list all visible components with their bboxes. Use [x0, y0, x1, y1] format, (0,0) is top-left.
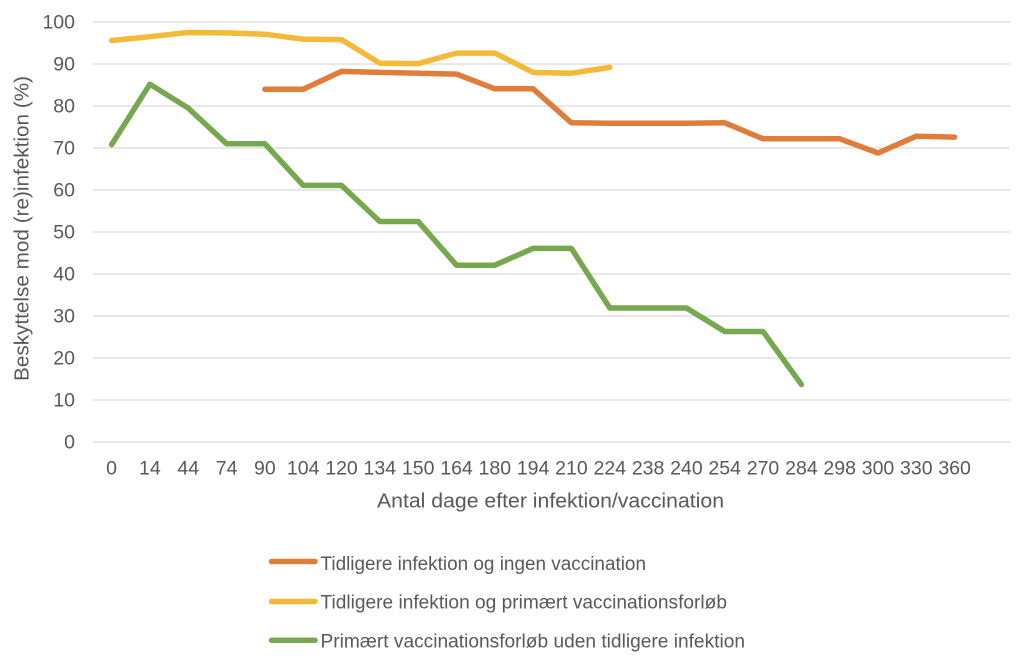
- svg-text:150: 150: [402, 457, 435, 479]
- svg-text:104: 104: [287, 457, 320, 479]
- svg-text:134: 134: [364, 457, 397, 479]
- svg-text:224: 224: [594, 457, 627, 479]
- svg-text:80: 80: [53, 96, 75, 118]
- svg-text:90: 90: [53, 54, 75, 76]
- svg-text:0: 0: [106, 457, 117, 479]
- svg-text:20: 20: [53, 348, 75, 370]
- svg-text:Primært vaccinationsforløb ude: Primært vaccinationsforløb uden tidliger…: [321, 632, 746, 653]
- svg-text:100: 100: [42, 12, 75, 34]
- svg-text:330: 330: [900, 457, 933, 479]
- svg-text:194: 194: [517, 457, 550, 479]
- svg-text:0: 0: [64, 432, 75, 454]
- svg-text:210: 210: [555, 457, 588, 479]
- svg-text:360: 360: [938, 457, 971, 479]
- svg-text:40: 40: [53, 264, 75, 286]
- svg-text:180: 180: [479, 457, 512, 479]
- svg-text:14: 14: [139, 457, 161, 479]
- svg-text:Tidligere infektion og primært: Tidligere infektion og primært vaccinati…: [321, 593, 728, 614]
- svg-text:74: 74: [216, 457, 238, 479]
- svg-text:164: 164: [440, 457, 473, 479]
- svg-text:Tidligere infektion og ingen v: Tidligere infektion og ingen vaccination: [321, 554, 647, 575]
- svg-text:44: 44: [177, 457, 199, 479]
- svg-text:60: 60: [53, 180, 75, 202]
- svg-text:254: 254: [708, 457, 741, 479]
- svg-text:Antal dage efter infektion/vac: Antal dage efter infektion/vaccination: [377, 491, 724, 513]
- svg-text:30: 30: [53, 306, 75, 328]
- svg-text:70: 70: [53, 138, 75, 160]
- svg-text:120: 120: [325, 457, 358, 479]
- svg-text:238: 238: [632, 457, 665, 479]
- svg-text:50: 50: [53, 222, 75, 244]
- svg-text:284: 284: [785, 457, 818, 479]
- svg-text:300: 300: [862, 457, 895, 479]
- svg-text:90: 90: [254, 457, 276, 479]
- svg-text:298: 298: [823, 457, 856, 479]
- svg-text:Beskyttelse mod (re)infektion: Beskyttelse mod (re)infektion (%): [11, 76, 33, 381]
- svg-text:10: 10: [53, 390, 75, 412]
- svg-text:240: 240: [670, 457, 703, 479]
- svg-text:270: 270: [747, 457, 780, 479]
